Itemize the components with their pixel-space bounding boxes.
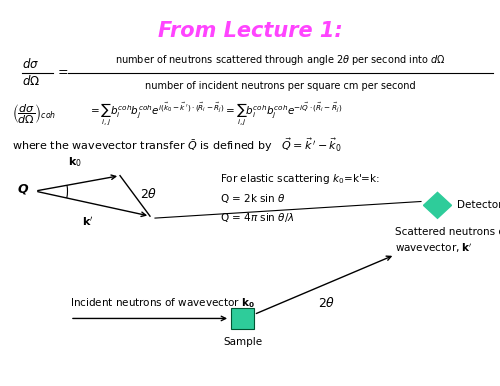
Text: Incident neutrons of wavevector $\mathbf{k_0}$: Incident neutrons of wavevector $\mathbf…: [70, 296, 255, 310]
Text: Q: Q: [17, 183, 28, 196]
Text: $d\Omega$: $d\Omega$: [22, 74, 40, 88]
Text: $\mathbf{k}_0$: $\mathbf{k}_0$: [68, 155, 82, 169]
Text: $\left(\dfrac{d\sigma}{d\Omega}\right)_{coh}$: $\left(\dfrac{d\sigma}{d\Omega}\right)_{…: [12, 103, 57, 126]
Text: $= \sum_{i,j} b_i^{coh}b_j^{coh}e^{i(\vec{k}_0-\vec{k}\,^{\prime})\cdot(\vec{R}_: $= \sum_{i,j} b_i^{coh}b_j^{coh}e^{i(\ve…: [88, 101, 342, 129]
Text: For elastic scattering $k_0$=k'=k:
Q = 2k sin $\theta$
Q = 4$\pi$ sin $\theta/\l: For elastic scattering $k_0$=k'=k: Q = 2…: [220, 172, 380, 224]
Text: where the wavevector transfer $\bar{Q}$ is defined by$\quad\vec{Q} = \vec{k}\,^{: where the wavevector transfer $\bar{Q}$ …: [12, 136, 342, 154]
Text: number of neutrons scattered through angle $2\theta$ per second into $d\Omega$: number of neutrons scattered through ang…: [114, 53, 446, 67]
Text: Scattered neutrons of
wavevector, $\mathbf{k}$$\mathbf{'}$: Scattered neutrons of wavevector, $\math…: [395, 227, 500, 255]
Text: Detector: Detector: [456, 200, 500, 210]
Text: $d\sigma$: $d\sigma$: [22, 57, 40, 71]
Text: =: =: [58, 66, 68, 79]
Text: $2\theta$: $2\theta$: [140, 187, 158, 201]
Bar: [231, 308, 254, 329]
Text: From Lecture 1:: From Lecture 1:: [158, 21, 342, 41]
Text: $\mathbf{k}'$: $\mathbf{k}'$: [82, 215, 94, 228]
Text: $2\theta$: $2\theta$: [318, 296, 335, 310]
Polygon shape: [424, 192, 452, 218]
Text: Sample: Sample: [223, 337, 262, 347]
Text: number of incident neutrons per square cm per second: number of incident neutrons per square c…: [144, 81, 416, 91]
